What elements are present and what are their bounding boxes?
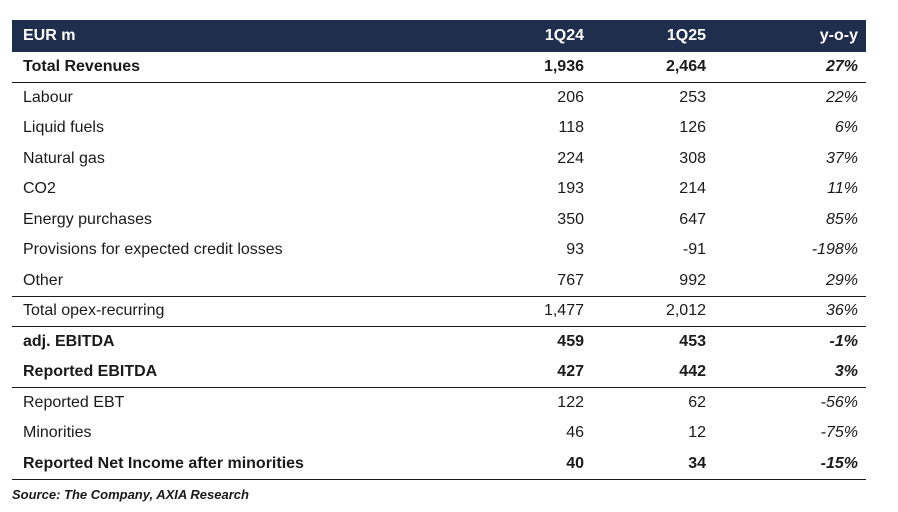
table-row: Reported EBITDA 427 442 3% [12, 357, 866, 388]
row-1q25: 214 [679, 180, 706, 198]
table-row: Minorities 46 12 -75% [12, 418, 866, 449]
row-label: Total opex-recurring [12, 296, 478, 327]
row-1q25: 34 [592, 448, 714, 480]
row-1q24: 1,477 [478, 296, 592, 327]
row-1q25: 453 [679, 333, 706, 350]
row-1q24: 1,936 [478, 52, 592, 83]
row-1q24: 767 [478, 265, 592, 297]
row-yoy: 11% [827, 180, 858, 198]
table-row: Natural gas 224 308 37% [12, 144, 866, 175]
header-1q24: 1Q24 [544, 27, 584, 44]
row-yoy: -56% [820, 394, 858, 411]
row-yoy: 3% [714, 357, 866, 388]
row-1q24: 459 [557, 333, 584, 350]
row-label: adj. EBITDA [23, 333, 115, 350]
row-yoy: 29% [714, 265, 866, 297]
row-yoy: 6% [834, 119, 858, 137]
row-1q24: 118 [558, 119, 584, 137]
row-1q25: 992 [592, 265, 714, 297]
table-row: Reported Net Income after minorities 40 … [12, 448, 866, 480]
table-row: CO2 193 214 11% [12, 174, 866, 205]
row-yoy: -75% [820, 424, 858, 442]
row-1q25: 647 [679, 210, 706, 228]
row-1q25: 442 [592, 357, 714, 388]
row-yoy: 37% [825, 149, 858, 167]
row-1q24: 193 [557, 180, 584, 198]
row-yoy: 36% [714, 296, 866, 327]
financial-table-container: EUR m 1Q24 1Q25 y-o-y Total Revenues 1,9… [12, 20, 866, 480]
row-yoy: 85% [825, 210, 858, 228]
row-1q25: 62 [688, 394, 706, 411]
row-label: Labour [23, 89, 73, 106]
row-label: Provisions for expected credit losses [23, 241, 283, 259]
row-yoy: -198% [811, 241, 858, 259]
row-label: Total Revenues [12, 52, 478, 83]
row-yoy: 22% [825, 89, 858, 106]
row-label: Reported Net Income after minorities [12, 448, 478, 480]
table-row: Labour 206 253 22% [12, 83, 866, 114]
row-1q24: 122 [557, 394, 584, 411]
table-row: Liquid fuels 118 126 6% [12, 113, 866, 144]
row-1q25: -91 [682, 241, 706, 259]
row-1q25: 253 [679, 89, 706, 106]
table-row: Total opex-recurring 1,477 2,012 36% [12, 296, 866, 327]
row-1q24: 93 [566, 241, 584, 259]
table-row: Energy purchases 350 647 85% [12, 205, 866, 236]
header-1q25: 1Q25 [666, 27, 706, 44]
row-1q24: 40 [478, 448, 592, 480]
financial-table: EUR m 1Q24 1Q25 y-o-y Total Revenues 1,9… [12, 20, 866, 480]
header-label: EUR m [23, 27, 76, 44]
row-yoy: -15% [714, 448, 866, 480]
row-1q24: 46 [566, 424, 584, 442]
row-1q24: 350 [557, 210, 584, 228]
row-1q25: 126 [679, 119, 706, 137]
table-header-row: EUR m 1Q24 1Q25 y-o-y [12, 20, 866, 52]
row-1q24: 206 [557, 89, 584, 106]
row-label: Minorities [23, 424, 92, 442]
row-label: Natural gas [23, 149, 105, 167]
row-1q24: 224 [557, 149, 584, 167]
header-yoy: y-o-y [819, 27, 858, 44]
table-row: Other 767 992 29% [12, 265, 866, 297]
row-label: Other [12, 265, 478, 297]
row-1q25: 2,012 [592, 296, 714, 327]
table-row: Reported EBT 122 62 -56% [12, 388, 866, 419]
row-1q25: 2,464 [592, 52, 714, 83]
row-label: CO2 [23, 180, 56, 198]
row-1q24: 427 [478, 357, 592, 388]
row-label: Reported EBITDA [12, 357, 478, 388]
table-row: Provisions for expected credit losses 93… [12, 235, 866, 266]
row-1q25: 12 [688, 424, 706, 442]
row-label: Liquid fuels [23, 119, 104, 137]
row-yoy: 27% [714, 52, 866, 83]
row-label: Energy purchases [23, 210, 152, 228]
source-note: Source: The Company, AXIA Research [12, 487, 249, 502]
row-label: Reported EBT [23, 394, 125, 411]
table-row: adj. EBITDA 459 453 -1% [12, 327, 866, 358]
row-1q25: 308 [679, 149, 706, 167]
row-yoy: -1% [829, 333, 858, 350]
table-row: Total Revenues 1,936 2,464 27% [12, 52, 866, 83]
